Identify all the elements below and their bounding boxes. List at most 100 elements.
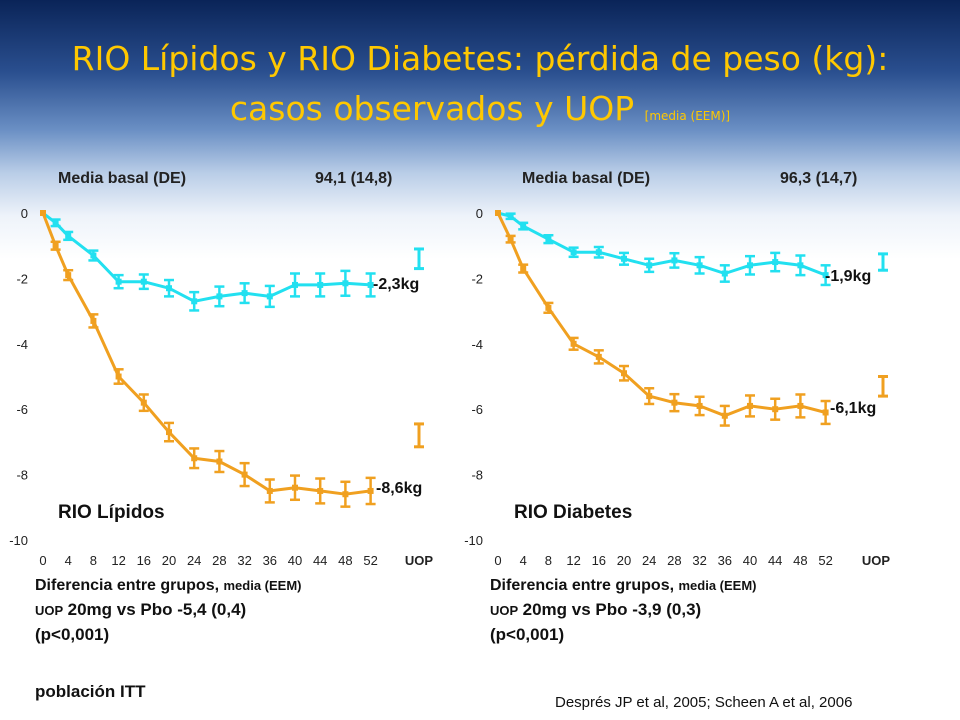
data-point: [671, 399, 678, 406]
data-point: [65, 232, 72, 239]
baseline-value-right: 96,3 (14,7): [780, 170, 858, 187]
x-tick-label: 24: [187, 553, 201, 568]
difference-right-heading-small: media (EEM): [678, 578, 757, 593]
x-tick-label: 48: [793, 553, 807, 568]
x-tick-label: 16: [137, 553, 151, 568]
difference-left-uop: UOP: [35, 603, 64, 618]
x-tick-label: 28: [667, 553, 681, 568]
y-tick-label: -4: [16, 337, 28, 352]
x-tick-label: 40: [743, 553, 757, 568]
data-point: [317, 281, 324, 288]
y-tick-label: -6: [471, 402, 483, 417]
difference-left-heading-main: Diferencia entre grupos,: [35, 577, 220, 594]
data-point: [266, 487, 273, 494]
population-label: población ITT: [35, 682, 146, 701]
data-point: [367, 281, 374, 288]
x-tick-label: 44: [768, 553, 782, 568]
data-point: [140, 399, 147, 406]
data-point: [140, 278, 147, 285]
x-tick-label: 24: [642, 553, 656, 568]
data-point: [696, 402, 703, 409]
y-tick-label: -10: [9, 533, 28, 548]
x-tick-label: 32: [692, 553, 706, 568]
x-tick-label: 52: [363, 553, 377, 568]
x-tick-label: 16: [592, 553, 606, 568]
data-point: [520, 265, 527, 272]
panel-title-left: RIO Lípidos: [58, 502, 165, 523]
difference-right-uop: UOP: [490, 603, 519, 618]
data-point: [570, 249, 577, 256]
data-point: [545, 236, 552, 243]
title-line-1: RIO Lípidos y RIO Diabetes: pérdida de p…: [71, 39, 889, 78]
y-tick-label: 0: [21, 206, 28, 221]
data-point: [621, 255, 627, 262]
data-point: [772, 406, 779, 413]
x-tick-label: 28: [212, 553, 226, 568]
data-point: [52, 242, 59, 249]
x-tick-label: 48: [338, 553, 352, 568]
difference-left-heading: Diferencia entre grupos, media (EEM): [35, 574, 302, 598]
data-point: [747, 262, 753, 269]
data-point: [90, 317, 97, 324]
data-point: [266, 293, 273, 300]
data-point: [822, 272, 829, 279]
difference-right-p: (p<0,001): [490, 625, 565, 644]
data-point: [545, 304, 552, 311]
title-line-2-note: [media (EEM)]: [644, 109, 731, 123]
difference-right-value: 20mg vs Pbo -3,9 (0,3): [522, 600, 702, 619]
data-point: [216, 458, 223, 465]
data-point: [772, 259, 779, 266]
data-point: [671, 257, 678, 264]
data-point: [646, 262, 653, 269]
data-point: [342, 491, 349, 498]
y-tick-label: -4: [471, 337, 483, 352]
data-point: [495, 210, 501, 216]
data-point: [90, 252, 97, 259]
x-tick-label: 4: [65, 553, 72, 568]
data-point: [367, 487, 374, 494]
x-tick-label: 36: [718, 553, 732, 568]
x-tick-label: 0: [39, 553, 46, 568]
y-tick-label: -8: [471, 468, 483, 483]
data-point: [166, 429, 172, 436]
data-point: [721, 412, 728, 419]
title-line-2-main: casos observados y UOP: [229, 89, 635, 128]
x-tick-label: 40: [288, 553, 302, 568]
data-point: [115, 373, 122, 380]
citation: Després JP et al, 2005; Scheen A et al, …: [555, 694, 853, 711]
end-label-left-drug: -8,6kg: [376, 480, 423, 497]
data-point: [822, 409, 829, 416]
title-line-2: casos observados y UOP [media (EEM)]: [0, 84, 960, 141]
data-point: [317, 487, 324, 494]
y-tick-label: -8: [16, 468, 28, 483]
data-point: [747, 402, 753, 409]
data-point: [621, 370, 627, 377]
y-tick-label: 0: [476, 206, 483, 221]
y-tick-label: -2: [16, 271, 28, 286]
data-point: [166, 285, 172, 292]
difference-left: Diferencia entre grupos, media (EEM) UOP…: [35, 574, 302, 647]
data-point: [507, 213, 514, 220]
x-tick-label: 52: [818, 553, 832, 568]
x-tick-label: 20: [617, 553, 631, 568]
x-tick-label: 20: [162, 553, 176, 568]
data-point: [696, 262, 703, 269]
x-tick-label-uop: UOP: [862, 553, 891, 568]
baseline-label-right: Media basal (DE): [522, 170, 651, 187]
data-point: [646, 393, 653, 400]
end-label-left-placebo: -2,3kg: [373, 276, 420, 293]
data-point: [292, 281, 298, 288]
x-tick-label: 12: [111, 553, 125, 568]
x-tick-label: 44: [313, 553, 327, 568]
y-tick-label: -2: [471, 271, 483, 286]
x-tick-label: 4: [520, 553, 527, 568]
difference-right: Diferencia entre grupos, media (EEM) UOP…: [490, 574, 757, 647]
difference-left-value: 20mg vs Pbo -5,4 (0,4): [67, 600, 247, 619]
data-point: [115, 278, 122, 285]
x-tick-label: 32: [237, 553, 251, 568]
data-point: [595, 353, 602, 360]
difference-right-heading-main: Diferencia entre grupos,: [490, 577, 675, 594]
y-tick-label: -6: [16, 402, 28, 417]
data-point: [241, 290, 248, 297]
x-tick-label: 12: [566, 553, 580, 568]
